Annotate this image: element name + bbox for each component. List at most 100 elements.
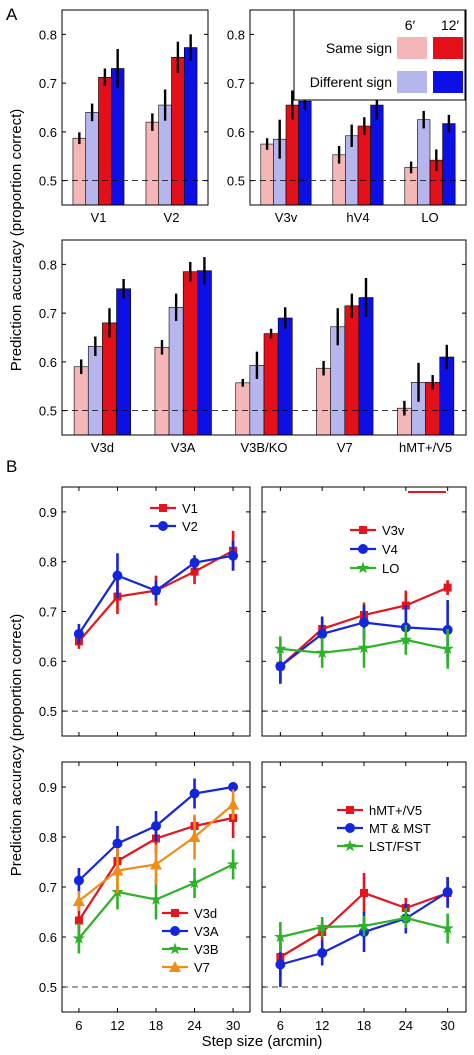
y-tick-label: 0.5	[39, 704, 57, 719]
bar	[298, 100, 312, 206]
x-tick-label: V3A	[171, 440, 196, 455]
y-tick-label: 0.6	[39, 654, 57, 669]
legend-label: V3d	[194, 906, 217, 921]
marker-star	[72, 932, 86, 944]
bar	[168, 306, 184, 436]
marker-circle	[345, 823, 355, 833]
y-tick-label: 0.8	[227, 27, 245, 42]
marker-circle	[189, 557, 200, 568]
x-tick-label: V1	[91, 210, 107, 225]
y-tick-label: 0.5	[39, 980, 57, 995]
y-tick-label: 0.8	[39, 555, 57, 570]
x-tick-label: 12	[315, 1018, 329, 1033]
legend-label: V3v	[382, 523, 405, 538]
x-tick-label: 30	[226, 1018, 240, 1033]
legend-label: V4	[382, 542, 398, 557]
bar	[73, 366, 89, 436]
y-tick-label: 0.6	[39, 355, 57, 370]
marker-star	[399, 911, 412, 924]
legend-swatch	[433, 37, 463, 59]
legend-label: LO	[382, 561, 399, 576]
legend-box: 6′ 12′ Same sign Different sign	[293, 9, 466, 101]
plot-frame	[61, 486, 251, 737]
x-axis-label: Step size (arcmin)	[202, 1033, 323, 1050]
marker-circle	[189, 788, 200, 799]
bar	[98, 76, 112, 206]
marker-star	[316, 646, 329, 659]
bar	[72, 137, 87, 206]
panel-label-b: B	[6, 457, 17, 476]
marker-star	[168, 942, 182, 955]
y-tick-label: 0.8	[39, 257, 57, 272]
marker-circle	[112, 838, 123, 849]
marker-star	[226, 858, 240, 870]
bar	[116, 288, 131, 436]
marker-triangle	[150, 858, 162, 870]
legend-label: MT & MST	[369, 821, 431, 836]
x-tick-label: 18	[357, 1018, 371, 1033]
marker-square	[346, 806, 354, 814]
marker-square	[159, 504, 167, 512]
y-tick-label: 0.8	[39, 830, 57, 845]
marker-triangle	[227, 798, 240, 810]
bar	[277, 317, 293, 436]
marker-star	[343, 839, 357, 852]
bar	[370, 104, 384, 206]
y-tick-label: 0.5	[227, 174, 245, 189]
marker-circle	[228, 782, 239, 792]
marker-triangle	[169, 961, 181, 972]
bar-chart-A-top-right: V3v hV4 LO 0.5 0.6 0.7 0.8	[227, 9, 467, 225]
bar	[260, 143, 274, 206]
bar-chart-A-top-left: V1 V2 0.5 0.6 0.7 0.8	[39, 9, 209, 225]
bar	[285, 104, 299, 206]
marker-square	[359, 526, 367, 534]
y-axis-label: Prediction accuracy (proportion correct)	[8, 614, 25, 877]
legend: V3d V3A V3B V7	[162, 906, 219, 975]
marker-star	[441, 642, 454, 655]
bar	[171, 56, 185, 206]
bar	[110, 68, 125, 206]
marker-star	[357, 641, 371, 654]
marker-star	[399, 633, 412, 646]
marker-star	[316, 920, 329, 933]
bar	[145, 121, 160, 206]
bar	[154, 346, 170, 436]
y-tick-label: 0.6	[39, 930, 57, 945]
legend-label: V3A	[194, 924, 219, 939]
legend-label: LST/FST	[369, 839, 421, 854]
legend: hMT+/V5 MT & MST LST/FST	[337, 803, 431, 854]
bar	[235, 382, 251, 436]
bar	[417, 119, 431, 206]
bar-chart-A-bottom: V3d V3A V3B/KO V7 hMT+/V5 0.5 0.6 0.7 0.8	[39, 239, 467, 455]
marker-circle	[317, 628, 328, 639]
y-tick-label: 0.8	[39, 27, 57, 42]
legend-swatch	[397, 71, 427, 93]
y-tick-label: 0.7	[39, 880, 57, 895]
series-LO	[274, 624, 454, 669]
marker-star	[274, 930, 287, 943]
marker-circle	[73, 875, 84, 886]
legend: V3v V4 LO	[350, 523, 405, 576]
marker-circle	[442, 887, 453, 897]
marker-circle	[112, 570, 123, 581]
marker-triangle	[111, 864, 124, 876]
marker-square	[360, 889, 368, 897]
legend-label: V1	[182, 501, 198, 516]
marker-square	[74, 916, 83, 925]
marker-circle	[275, 661, 286, 672]
series-V7	[72, 789, 240, 911]
legend-header-6: 6′	[405, 17, 416, 33]
x-tick-label: V2	[164, 210, 180, 225]
bar	[344, 305, 360, 436]
marker-circle	[358, 544, 368, 554]
x-tick-label: V3d	[91, 440, 114, 455]
marker-star	[274, 642, 287, 655]
x-tick-label: 12	[110, 1018, 124, 1033]
panel-label-a: A	[6, 5, 18, 24]
marker-circle	[359, 617, 369, 628]
legend-label: V2	[182, 519, 198, 534]
legend-label: V3B	[194, 942, 219, 957]
bar	[183, 47, 198, 206]
y-axis-label: Prediction accuracy (proportion correct)	[8, 109, 25, 372]
